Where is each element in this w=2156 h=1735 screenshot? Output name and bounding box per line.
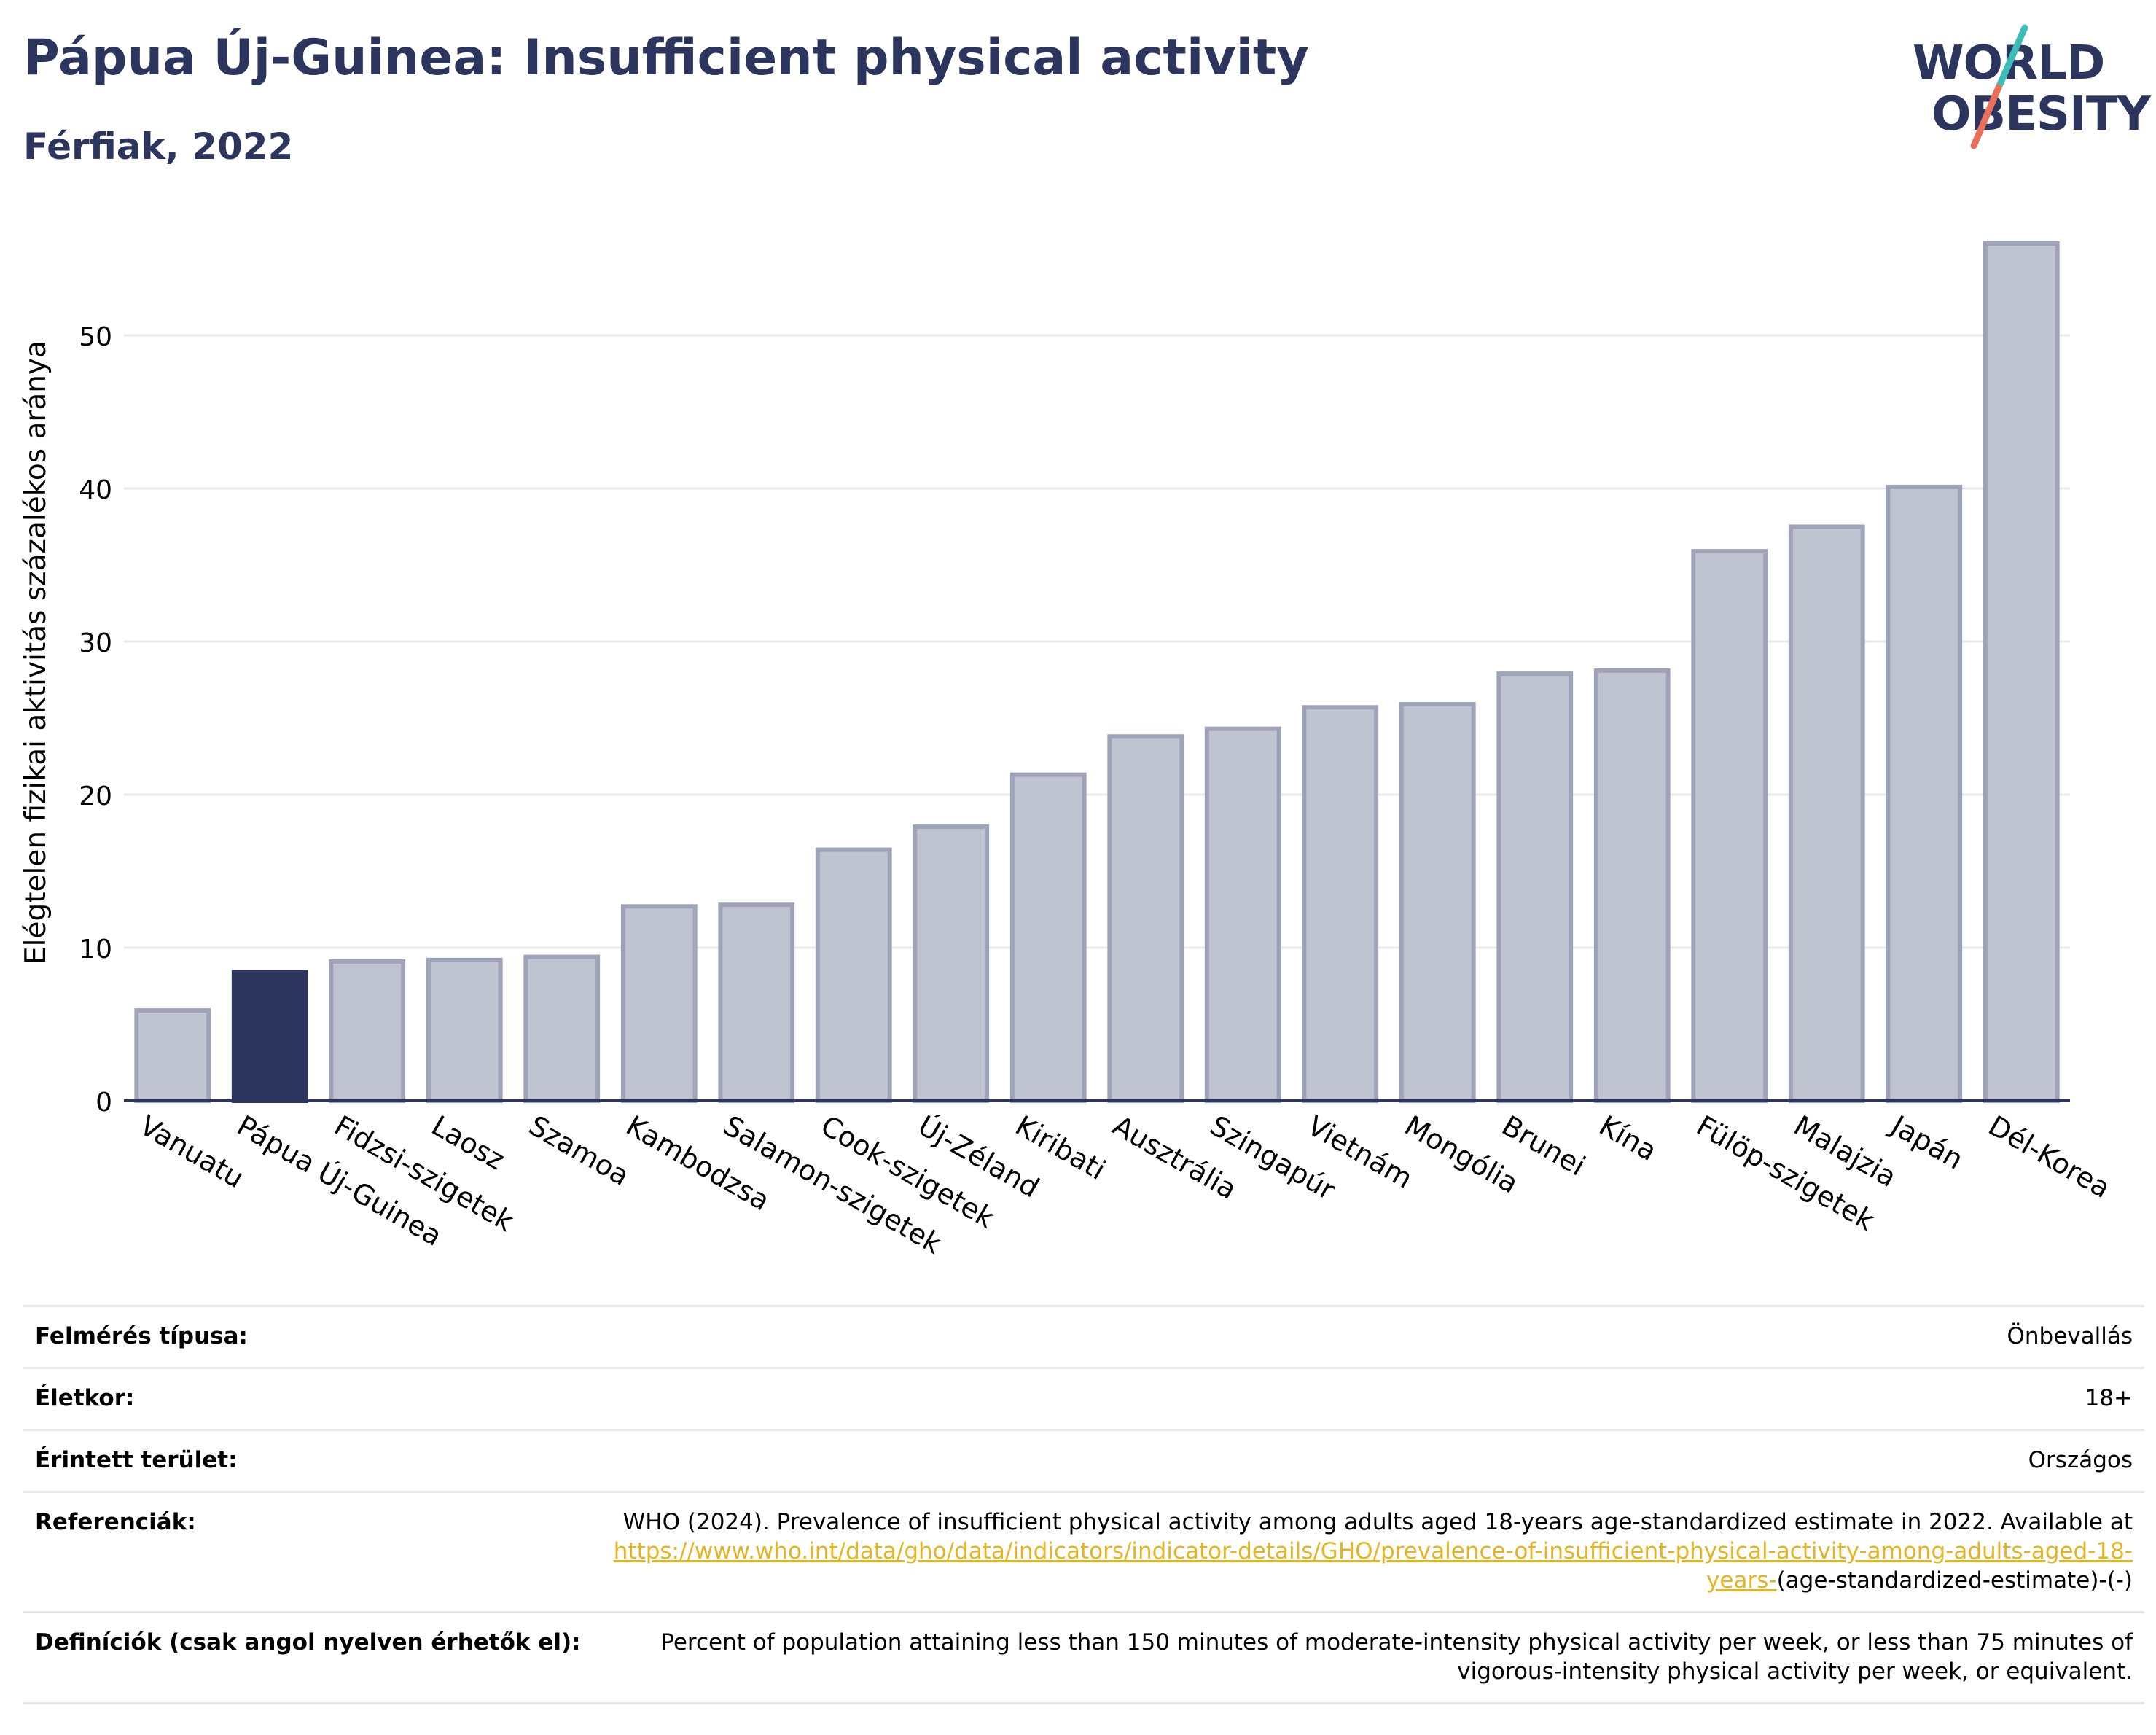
y-tick-label: 30 (79, 628, 112, 658)
logo-text-obesity: OBESITY (1932, 87, 2151, 141)
reference-text: WHO (2024). Prevalence of insufficient p… (622, 1509, 2133, 1535)
bar (1691, 549, 1768, 1104)
x-tick-label: Vanuatu (134, 1110, 249, 1194)
bar (1983, 241, 2060, 1103)
info-row-age: Életkor: 18+ (23, 1367, 2144, 1429)
info-row-references: Referenciák: WHO (2024). Prevalence of i… (23, 1491, 2144, 1611)
info-label: Felmérés típusa: (35, 1323, 248, 1349)
info-value: Önbevallás (2007, 1323, 2133, 1349)
x-tick-label: Kína (1594, 1110, 1663, 1168)
info-row-definitions: Definíciók (csak angol nyelven érhetők e… (23, 1611, 2144, 1704)
bar (426, 957, 503, 1104)
bar (1009, 772, 1087, 1103)
x-tick-label: Dél-Korea (1983, 1110, 2116, 1204)
info-table: Felmérés típusa: Önbevallás Életkor: 18+… (23, 1305, 2144, 1704)
page-title: Pápua Új-Guinea: Insufficient physical a… (23, 29, 1309, 87)
grid-lines (124, 334, 2070, 949)
bar (329, 959, 406, 1104)
info-value: 18+ (2085, 1385, 2133, 1411)
x-tick-label: Szamoa (523, 1110, 635, 1193)
bar (134, 1008, 211, 1103)
bar (1593, 668, 1671, 1103)
y-tick-labels: 0 10 20 30 40 50 (79, 322, 112, 1118)
info-row-area: Érintett terület: Országos (23, 1429, 2144, 1491)
y-tick-label: 20 (79, 781, 112, 811)
bar (1788, 524, 1865, 1103)
reference-link[interactable]: https://www.who.int/data/gho/data/indica… (613, 1538, 2133, 1594)
bar (523, 954, 601, 1103)
bar (1302, 705, 1379, 1103)
bar (231, 970, 308, 1103)
bar (1496, 671, 1574, 1103)
logo-slash-icon (1970, 24, 2028, 149)
reference-suffix: (age-standardized-estimate)-(-) (1776, 1567, 2133, 1594)
info-value: Országos (2028, 1447, 2133, 1473)
bar (1399, 702, 1476, 1103)
info-row-survey-type: Felmérés típusa: Önbevallás (23, 1305, 2144, 1367)
info-label: Érintett terület: (35, 1447, 238, 1473)
info-label: Életkor: (35, 1385, 135, 1411)
y-axis-label: Elégtelen fizikai aktivitás százalékos a… (20, 340, 52, 964)
page-subtitle: Férfiak, 2022 (23, 125, 294, 168)
info-value: Percent of population attaining less tha… (660, 1629, 2133, 1685)
bar (718, 902, 795, 1103)
bar (815, 847, 892, 1103)
y-tick-label: 50 (79, 322, 112, 352)
bar (913, 824, 990, 1103)
bar (1204, 726, 1281, 1103)
bar (1107, 734, 1184, 1103)
bars (134, 241, 2060, 1104)
world-obesity-logo: WORLD OBESITY (1910, 20, 2151, 152)
info-value: WHO (2024). Prevalence of insufficient p… (566, 1508, 2133, 1595)
y-tick-label: 10 (79, 935, 112, 964)
bar (1886, 484, 1963, 1103)
bar (620, 904, 698, 1103)
info-label: Definíciók (csak angol nyelven érhetők e… (35, 1629, 581, 1656)
y-tick-label: 40 (79, 475, 112, 505)
y-tick-label: 0 (95, 1088, 112, 1118)
info-label: Referenciák: (35, 1509, 196, 1535)
